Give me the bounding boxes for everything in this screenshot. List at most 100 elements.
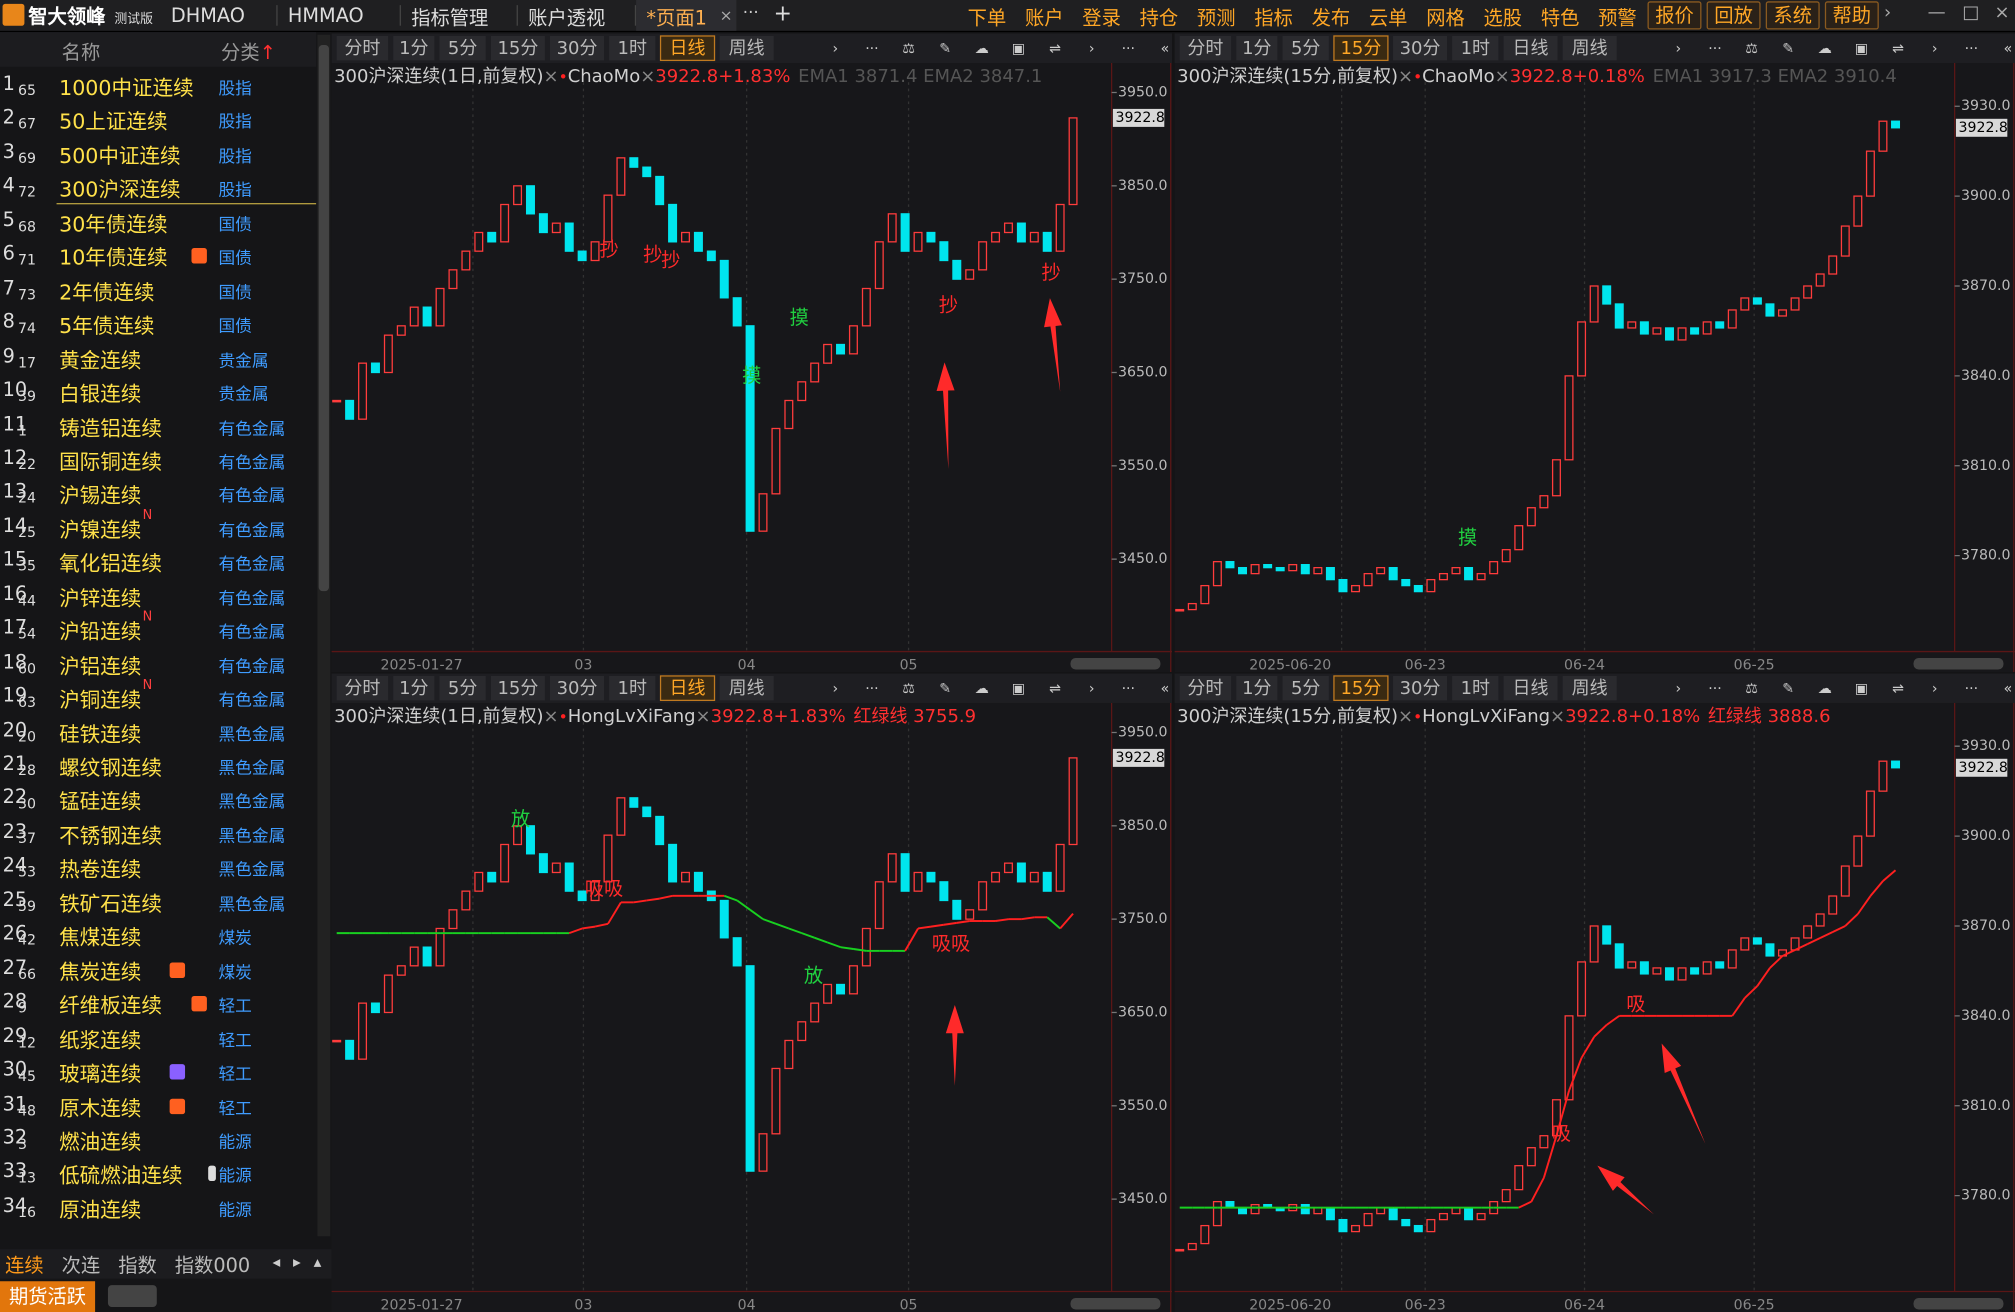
tab-more[interactable]: ··· — [742, 3, 759, 24]
period-button[interactable] — [609, 35, 656, 61]
period-label[interactable]: 周线 — [729, 678, 765, 699]
period-button[interactable] — [439, 35, 486, 61]
tool-icon[interactable]: › — [832, 41, 838, 57]
tool-icon[interactable]: ▣ — [1855, 41, 1868, 57]
row-category[interactable]: 国债 — [218, 283, 252, 303]
tool-icon[interactable]: › — [1676, 681, 1682, 697]
row-name[interactable]: 沪镍连续 — [59, 517, 142, 543]
row-name[interactable]: 国际铜连续 — [59, 449, 162, 475]
list-tab-arrow[interactable]: ▴ — [313, 1252, 322, 1271]
window-control[interactable]: — — [1927, 2, 1946, 24]
period-button[interactable] — [439, 675, 486, 701]
menu-item[interactable]: 账户 — [1024, 6, 1064, 30]
menu-item[interactable]: 发布 — [1311, 6, 1351, 30]
period-label[interactable]: 1时 — [618, 678, 647, 699]
row-category[interactable]: 黑色金属 — [218, 759, 286, 779]
period-button[interactable] — [1236, 675, 1278, 701]
row-category[interactable]: 轻工 — [218, 1099, 252, 1119]
row-category[interactable]: 黑色金属 — [218, 861, 286, 881]
row-category[interactable]: 有色金属 — [218, 555, 286, 575]
h-scrollbar[interactable] — [1070, 657, 1161, 670]
row-name[interactable]: 原木连续 — [59, 1095, 142, 1120]
period-button[interactable] — [1393, 35, 1448, 61]
period-button[interactable] — [336, 35, 389, 61]
menu-item-boxed[interactable]: 帮助 — [1824, 1, 1879, 30]
period-label[interactable]: 1分 — [1242, 678, 1271, 699]
period-label[interactable]: 日线 — [670, 678, 706, 699]
period-button[interactable] — [1562, 35, 1617, 61]
period-label[interactable]: 周线 — [1572, 38, 1608, 59]
row-name[interactable]: 氧化铝连续 — [59, 551, 162, 577]
menu-item[interactable]: 登录 — [1082, 6, 1121, 30]
period-label[interactable]: 1分 — [399, 678, 428, 699]
window-control[interactable]: □ — [1962, 2, 1980, 24]
period-button[interactable] — [1179, 35, 1232, 61]
list-tab-arrow[interactable]: ▸ — [293, 1252, 301, 1271]
tool-icon[interactable]: ▣ — [1012, 681, 1025, 697]
tool-icon[interactable]: ··· — [1122, 681, 1135, 697]
row-name[interactable]: 沪锌连续 — [59, 585, 142, 611]
period-label[interactable]: 30分 — [1400, 678, 1441, 699]
period-label[interactable]: 5分 — [448, 38, 477, 59]
tool-icon[interactable]: « — [2004, 681, 2013, 697]
sort-arrow[interactable]: ↑ — [259, 41, 276, 65]
tool-icon[interactable]: ⚖ — [1745, 681, 1758, 697]
list-tab[interactable]: 次连 — [61, 1254, 101, 1278]
row-category[interactable]: 有色金属 — [218, 487, 286, 507]
row-category[interactable]: 黑色金属 — [218, 725, 286, 745]
period-label[interactable]: 分时 — [1187, 678, 1223, 699]
tool-icon[interactable]: › — [832, 681, 838, 697]
period-button[interactable] — [1282, 35, 1329, 61]
row-category[interactable]: 股指 — [218, 147, 252, 167]
period-button[interactable] — [1452, 675, 1499, 701]
tool-icon[interactable]: ··· — [865, 681, 878, 697]
tool-icon[interactable]: ··· — [1122, 41, 1135, 57]
row-category[interactable]: 国债 — [218, 249, 252, 269]
tool-icon[interactable]: ⇌ — [1049, 41, 1061, 57]
period-button[interactable] — [719, 35, 774, 61]
period-button[interactable] — [1236, 35, 1278, 61]
period-button[interactable] — [1333, 35, 1389, 62]
period-button[interactable] — [550, 675, 604, 701]
row-name[interactable]: 焦炭连续 — [59, 959, 142, 984]
tab[interactable]: 账户透视 — [528, 6, 606, 30]
period-label[interactable]: 15分 — [497, 38, 538, 59]
tool-icon[interactable]: ▣ — [1855, 681, 1868, 697]
period-label[interactable]: 15分 — [1340, 678, 1381, 699]
row-name[interactable]: 30年债连续 — [59, 211, 168, 237]
tool-icon[interactable]: ··· — [1708, 41, 1721, 57]
row-name[interactable]: 低硫燃油连续 — [59, 1163, 183, 1188]
row-category[interactable]: 轻工 — [218, 997, 252, 1017]
period-label[interactable]: 日线 — [1513, 678, 1549, 699]
period-label[interactable]: 5分 — [1291, 678, 1320, 699]
menu-item[interactable]: 选股 — [1483, 6, 1523, 30]
row-category[interactable]: 股指 — [218, 181, 252, 201]
menu-item[interactable]: 指标 — [1254, 6, 1293, 30]
period-button[interactable] — [490, 35, 545, 61]
period-label[interactable]: 30分 — [557, 38, 598, 59]
period-label[interactable]: 分时 — [344, 678, 380, 699]
row-category[interactable]: 有色金属 — [218, 419, 286, 439]
window-control[interactable]: › — [1883, 2, 1892, 24]
row-category[interactable]: 有色金属 — [218, 453, 286, 473]
tool-icon[interactable]: › — [1932, 41, 1938, 57]
row-name[interactable]: 黄金连续 — [59, 347, 142, 373]
tool-icon[interactable]: ⚖ — [902, 681, 915, 697]
tool-icon[interactable]: ✎ — [939, 41, 951, 57]
row-name[interactable]: 铸造铝连续 — [59, 415, 162, 441]
list-tab-arrow[interactable]: ◂ — [272, 1252, 281, 1271]
row-name[interactable]: 纤维板连续 — [59, 993, 162, 1018]
row-name[interactable]: 2年债连续 — [59, 279, 155, 305]
row-category[interactable]: 黑色金属 — [218, 827, 286, 847]
period-button[interactable] — [719, 675, 774, 701]
period-button[interactable] — [1562, 675, 1617, 701]
row-category[interactable]: 黑色金属 — [218, 793, 286, 813]
row-category[interactable]: 有色金属 — [218, 589, 286, 609]
row-category[interactable]: 煤炭 — [218, 929, 252, 949]
tool-icon[interactable]: › — [1932, 681, 1938, 697]
hot-tab[interactable]: 期货活跃 — [0, 1281, 96, 1312]
period-label[interactable]: 日线 — [670, 38, 706, 59]
tool-icon[interactable]: ··· — [1708, 681, 1721, 697]
tool-icon[interactable]: « — [1161, 681, 1170, 697]
row-category[interactable]: 有色金属 — [218, 657, 286, 677]
